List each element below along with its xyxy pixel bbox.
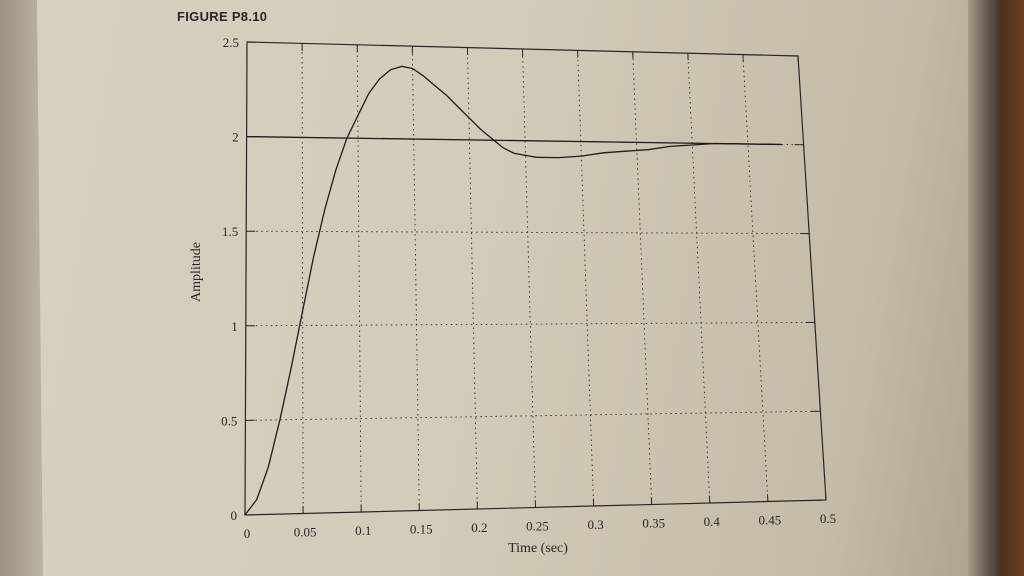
x-tick-label: 0.3 bbox=[587, 517, 603, 532]
x-grid-line bbox=[687, 53, 711, 504]
x-grid-line bbox=[411, 46, 420, 511]
x-grid-line bbox=[301, 43, 304, 514]
y-tick-label: 2 bbox=[232, 130, 239, 145]
y-axis-label: Amplitude bbox=[189, 242, 204, 302]
x-tick-label: 0.1 bbox=[355, 523, 371, 538]
x-tick-label: 0 bbox=[244, 526, 251, 541]
y-tick-label: 1.5 bbox=[222, 224, 238, 239]
y-tick-label: 0 bbox=[231, 508, 238, 523]
ticks bbox=[244, 41, 827, 516]
reference-line bbox=[246, 135, 782, 146]
x-tick-label: 0.4 bbox=[704, 514, 721, 529]
y-tick-label: 2.5 bbox=[223, 35, 239, 50]
x-tick-label: 0.05 bbox=[294, 525, 317, 540]
y-grid-line bbox=[245, 410, 821, 421]
x-tick-label: 0.25 bbox=[526, 519, 549, 534]
x-grid-line bbox=[522, 48, 536, 508]
x-tick-label: 0.35 bbox=[642, 516, 665, 531]
figure-label: FIGURE P8.10 bbox=[177, 9, 268, 24]
x-tick-label: 0.45 bbox=[759, 513, 782, 528]
x-axis-label: Time (sec) bbox=[508, 541, 568, 556]
x-grid-line bbox=[577, 50, 595, 507]
response-curve bbox=[244, 65, 782, 516]
x-grid-line bbox=[632, 51, 653, 505]
tick-labels: 0 0.05 0.1 0.15 0.2 0.25 0.3 0.35 0.4 0.45 0.5 0 0.5… bbox=[221, 35, 836, 541]
y-tick-label: 1 bbox=[231, 319, 238, 334]
x-tick-label: 0.2 bbox=[471, 520, 487, 535]
x-tick-label: 0.5 bbox=[820, 511, 836, 526]
desk-surface bbox=[1000, 0, 1024, 576]
plot-frame bbox=[244, 41, 827, 516]
y-grid-line bbox=[245, 321, 815, 327]
series bbox=[244, 65, 782, 516]
grid-lines bbox=[245, 43, 821, 514]
x-tick-label: 0.15 bbox=[410, 522, 433, 537]
y-tick-label: 0.5 bbox=[221, 413, 237, 428]
x-grid-line bbox=[466, 47, 478, 510]
x-grid-line bbox=[742, 54, 769, 502]
